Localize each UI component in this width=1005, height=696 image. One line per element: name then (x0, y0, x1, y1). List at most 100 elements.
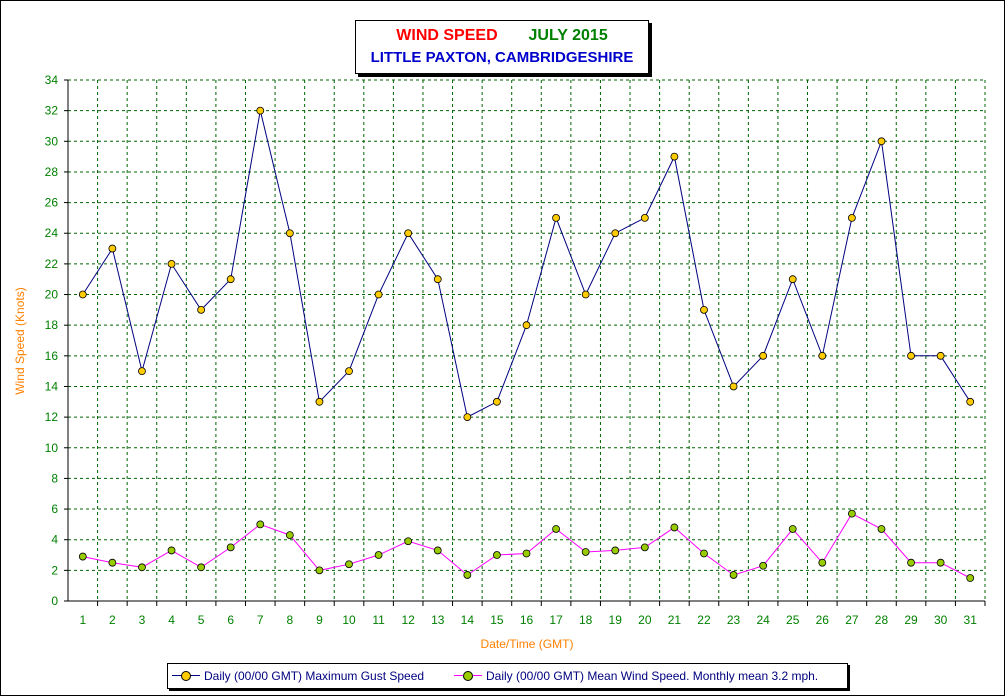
x-tick-label: 21 (668, 613, 682, 627)
chart-subtitle: LITTLE PAXTON, CAMBRIDGESHIRE (370, 49, 634, 66)
legend-item-gust: Daily (00/00 GMT) Maximum Gust Speed (172, 664, 424, 688)
y-tick-label: 18 (45, 318, 59, 332)
x-tick-label: 12 (401, 613, 415, 627)
data-point-0 (640, 214, 649, 222)
x-tick-label: 17 (549, 613, 563, 627)
x-tick-label: 22 (697, 613, 711, 627)
x-tick-labels: 1 2 3 4 5 6 7 8 9 10 11 12 13 14 15 16 17 18 19 20 21 22 23 24 2… (79, 613, 977, 627)
data-point-0 (285, 229, 294, 238)
data-point-0 (404, 229, 413, 238)
data-point-0 (966, 397, 975, 406)
x-tick-label: 23 (727, 613, 741, 627)
data-point-1 (78, 552, 87, 561)
y-tick-label: 22 (45, 257, 59, 271)
data-point-1 (611, 546, 620, 555)
y-tick-label: 16 (45, 349, 59, 363)
x-tick-label: 10 (342, 613, 356, 627)
data-point-1 (936, 558, 945, 567)
data-point-1 (285, 531, 294, 540)
x-tick-label: 24 (756, 613, 770, 627)
y-tick-label: 2 (51, 563, 58, 577)
axes (64, 79, 986, 606)
data-point-0 (907, 351, 915, 360)
y-tick-label: 12 (45, 410, 59, 424)
data-point-1 (847, 509, 856, 518)
y-tick-label: 8 (51, 471, 58, 485)
x-tick-label: 6 (227, 613, 234, 627)
x-tick-label: 25 (786, 613, 800, 627)
y-tick-label: 6 (51, 502, 58, 516)
chart-title-box: WIND SPEED JULY 2015 LITTLE PAXTON, CAMB… (355, 20, 649, 74)
title-wind-speed: WIND SPEED (396, 27, 498, 44)
y-tick-label: 30 (45, 134, 59, 148)
data-point-1 (759, 561, 768, 570)
x-tick-label: 3 (139, 613, 146, 627)
data-point-0 (493, 397, 501, 406)
x-tick-label: 15 (490, 613, 504, 627)
data-point-1 (374, 551, 383, 559)
data-point-0 (818, 351, 827, 360)
data-point-1 (788, 525, 797, 533)
data-point-0 (197, 305, 206, 314)
data-point-0 (552, 214, 560, 222)
y-tick-label: 20 (45, 288, 59, 302)
data-point-0 (877, 137, 886, 146)
y-axis-title: Wind Speed (Knots) (13, 287, 27, 394)
legend-swatch-gust (172, 669, 200, 683)
x-tick-label: 5 (198, 613, 205, 627)
data-point-1 (433, 546, 442, 555)
legend-label-mean: Daily (00/00 GMT) Mean Wind Speed. Month… (486, 669, 819, 683)
x-tick-label: 14 (461, 613, 475, 627)
data-point-0 (522, 321, 531, 330)
y-tick-label: 24 (45, 226, 59, 240)
data-point-1 (877, 525, 886, 533)
x-tick-label: 20 (638, 613, 652, 627)
y-tick-label: 10 (45, 441, 59, 455)
data-point-1 (670, 523, 679, 532)
y-tick-label: 4 (51, 533, 58, 547)
data-point-0 (611, 229, 620, 238)
x-tick-label: 8 (287, 613, 294, 627)
x-tick-label: 9 (316, 613, 323, 627)
y-tick-label: 34 (45, 73, 59, 87)
y-tick-label: 14 (45, 379, 59, 393)
legend: Daily (00/00 GMT) Maximum Gust Speed Dai… (167, 663, 848, 689)
x-tick-label: 7 (257, 613, 264, 627)
data-point-1 (493, 551, 501, 559)
data-point-0 (226, 275, 235, 284)
data-point-0 (700, 305, 708, 314)
y-tick-label: 0 (51, 594, 58, 608)
data-point-1 (197, 563, 206, 572)
data-point-1 (315, 566, 324, 575)
data-point-1 (522, 549, 531, 558)
data-point-0 (108, 244, 117, 253)
grid (68, 79, 986, 601)
x-tick-label: 1 (79, 613, 86, 627)
data-point-0 (256, 106, 265, 115)
data-point-1 (404, 537, 413, 546)
legend-item-mean: Daily (00/00 GMT) Mean Wind Speed. Month… (454, 664, 818, 688)
x-tick-label: 27 (845, 613, 859, 627)
x-tick-label: 30 (934, 613, 948, 627)
data-point-1 (581, 548, 590, 556)
series (78, 106, 975, 582)
data-point-0 (729, 382, 738, 391)
data-point-0 (788, 275, 797, 284)
x-tick-label: 18 (579, 613, 593, 627)
data-point-0 (463, 413, 472, 422)
data-point-0 (759, 351, 768, 360)
x-tick-label: 19 (609, 613, 623, 627)
y-tick-label: 32 (45, 104, 59, 118)
y-tick-label: 28 (45, 165, 59, 179)
legend-label-gust: Daily (00/00 GMT) Maximum Gust Speed (204, 669, 425, 683)
data-point-1 (966, 574, 975, 582)
x-tick-label: 13 (431, 613, 445, 627)
data-point-0 (374, 290, 383, 299)
x-tick-label: 31 (964, 613, 978, 627)
data-point-1 (108, 558, 117, 567)
data-point-1 (256, 520, 265, 529)
data-point-1 (463, 571, 472, 579)
data-point-1 (167, 546, 176, 555)
